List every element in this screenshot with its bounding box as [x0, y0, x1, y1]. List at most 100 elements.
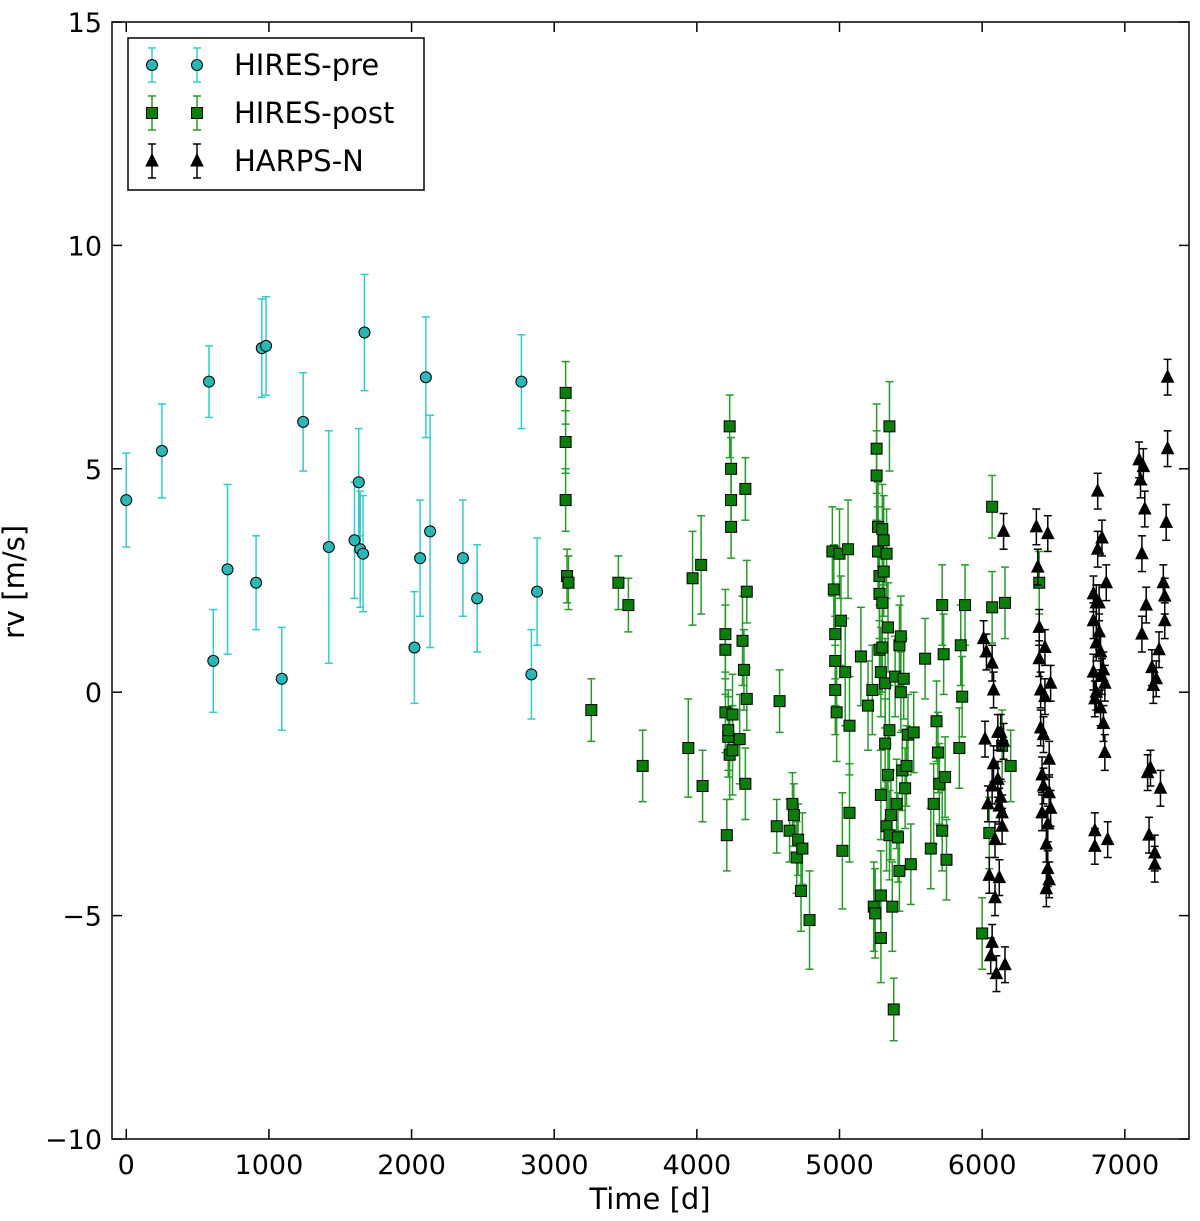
- data-point: [786, 797, 799, 810]
- data-point: [737, 663, 750, 676]
- data-point: [787, 809, 800, 822]
- data-point: [874, 889, 887, 902]
- data-point: [985, 934, 999, 948]
- data-point: [1033, 576, 1046, 589]
- data-point: [877, 565, 890, 578]
- data-point: [956, 690, 969, 703]
- data-point: [1040, 815, 1055, 830]
- data-point: [981, 795, 995, 810]
- x-tick-label: 2000: [377, 1150, 446, 1181]
- data-point: [1143, 760, 1158, 774]
- data-point: [794, 885, 807, 898]
- x-tick-label: 3000: [520, 1150, 589, 1181]
- data-point: [562, 576, 575, 589]
- data-point: [1089, 684, 1104, 698]
- data-point: [722, 724, 735, 737]
- y-tick-label: 15: [68, 8, 102, 39]
- data-point: [829, 654, 842, 667]
- data-point: [612, 576, 625, 589]
- data-point: [986, 500, 999, 513]
- data-point: [796, 842, 809, 855]
- data-point: [978, 730, 992, 745]
- data-point: [1042, 784, 1057, 799]
- data-point: [927, 797, 940, 810]
- data-point: [976, 927, 989, 940]
- data-point: [1038, 639, 1052, 654]
- series-harps-n: [976, 358, 1175, 993]
- data-point: [1092, 623, 1106, 638]
- data-point: [985, 655, 999, 669]
- data-point: [1039, 880, 1054, 895]
- data-point: [996, 733, 1011, 747]
- data-point: [907, 726, 920, 739]
- data-point: [783, 824, 796, 837]
- legend-marker: [191, 107, 203, 119]
- data-point: [1038, 688, 1052, 703]
- data-point: [1136, 458, 1151, 473]
- data-point: [992, 869, 1007, 884]
- axis-ticks: 0 1000 2000 3000 4000 5000 6000 7000 −10 −5 0 5 10 15: [45, 8, 1189, 1181]
- legend-marker: [145, 152, 159, 167]
- data-point: [1036, 726, 1051, 741]
- legend-label-hires-pre: HIRES-pre: [234, 48, 379, 82]
- data-point: [834, 614, 847, 627]
- data-point: [297, 415, 310, 428]
- data-point: [1086, 663, 1101, 678]
- data-point: [424, 525, 437, 538]
- data-point: [525, 668, 538, 681]
- data-point: [1043, 800, 1058, 814]
- data-point: [419, 371, 432, 384]
- legend: HIRES-pre HIRES-post HARPS-N: [127, 37, 425, 191]
- x-tick-label: 1000: [235, 1150, 304, 1181]
- data-point: [559, 435, 572, 448]
- series-hires-post: [559, 360, 1046, 1042]
- data-point: [954, 639, 967, 652]
- data-point: [930, 715, 943, 728]
- data-point: [995, 804, 1009, 819]
- data-point: [250, 576, 263, 589]
- data-point: [842, 543, 855, 556]
- data-point: [1029, 518, 1044, 533]
- data-point: [682, 742, 695, 755]
- data-point: [1147, 856, 1162, 870]
- data-point: [719, 628, 732, 641]
- data-point: [1149, 670, 1163, 685]
- data-point: [879, 737, 892, 750]
- data-point: [937, 648, 950, 661]
- data-point: [869, 907, 882, 920]
- data-point: [408, 641, 421, 654]
- x-axis-label: Time [d]: [588, 1182, 710, 1216]
- legend-marker: [146, 107, 158, 119]
- x-tick-label: 5000: [805, 1150, 874, 1181]
- data-point: [876, 641, 889, 654]
- data-point: [1089, 634, 1104, 649]
- data-point: [696, 780, 709, 793]
- data-point: [1099, 574, 1114, 589]
- data-point: [203, 375, 216, 388]
- data-point: [1157, 612, 1172, 627]
- data-point: [827, 583, 840, 596]
- data-point: [1042, 751, 1057, 765]
- data-point: [1098, 675, 1112, 689]
- data-point: [221, 563, 234, 576]
- y-tick-label: 10: [68, 231, 102, 262]
- data-point: [1146, 677, 1161, 691]
- data-point: [1092, 594, 1106, 609]
- data-point: [1093, 699, 1108, 714]
- data-point: [879, 677, 892, 690]
- data-point: [803, 914, 816, 927]
- data-point: [976, 630, 991, 645]
- data-point: [720, 829, 733, 842]
- x-tick-label: 6000: [948, 1150, 1017, 1181]
- data-point: [989, 965, 1004, 980]
- data-point: [1139, 596, 1154, 611]
- data-point: [1160, 369, 1175, 383]
- data-point: [985, 777, 999, 792]
- data-point: [695, 558, 708, 571]
- legend-marker: [191, 59, 203, 71]
- data-point: [874, 666, 887, 679]
- data-point: [986, 601, 999, 614]
- plot-frame: [111, 21, 1190, 1140]
- data-point: [939, 771, 952, 784]
